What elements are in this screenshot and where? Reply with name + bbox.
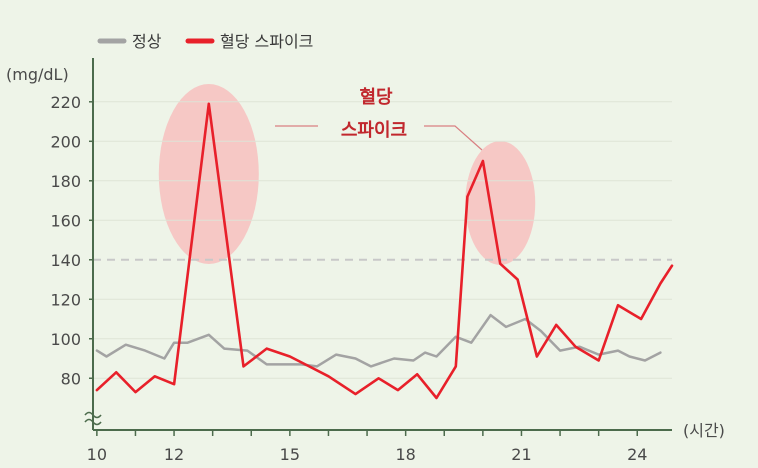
grid-layer: [93, 101, 672, 379]
y-tick-label: 220: [50, 93, 81, 112]
y-tick-label: 160: [50, 211, 81, 230]
x-axis-unit-label: (시간): [683, 421, 725, 440]
annotation-leader-right: [424, 125, 483, 151]
y-tick-label: 180: [50, 172, 81, 191]
y-tick-label: 140: [50, 251, 81, 270]
spike-series-line: [95, 102, 674, 400]
y-axis-unit-label: (mg/dL): [6, 65, 69, 84]
x-tick-label: 10: [87, 445, 107, 464]
normal-series-line: [95, 313, 662, 368]
annotation-label-line1: 혈당: [359, 86, 393, 108]
series-layer: [95, 102, 674, 400]
x-tick-label: 15: [280, 445, 300, 464]
axis-break-mark: [84, 411, 102, 419]
y-tick-label: 120: [50, 290, 81, 309]
spike-highlight-ellipse: [465, 141, 536, 265]
axes-layer: 80 100 120 140 160 180 200 220 (mg/dL) 10 12 15 18 21…: [6, 58, 725, 464]
axis-break-mark: [84, 418, 102, 426]
legend-layer: 정상 혈당 스파이크: [97, 32, 313, 51]
y-tick-label: 100: [50, 330, 81, 349]
y-tick-label: 200: [50, 132, 81, 151]
annotation-label-line2: 스파이크: [341, 120, 407, 141]
x-tick-label: 18: [395, 445, 415, 464]
highlight-layer: [158, 84, 536, 265]
legend-label-normal: 정상: [132, 32, 162, 51]
spike-highlight-ellipse: [158, 84, 259, 264]
x-tick-label: 12: [164, 445, 184, 464]
x-tick-label: 24: [627, 445, 647, 464]
y-tick-label: 80: [61, 369, 81, 388]
x-tick-label: 21: [511, 445, 531, 464]
legend-label-spike: 혈당 스파이크: [220, 32, 313, 51]
